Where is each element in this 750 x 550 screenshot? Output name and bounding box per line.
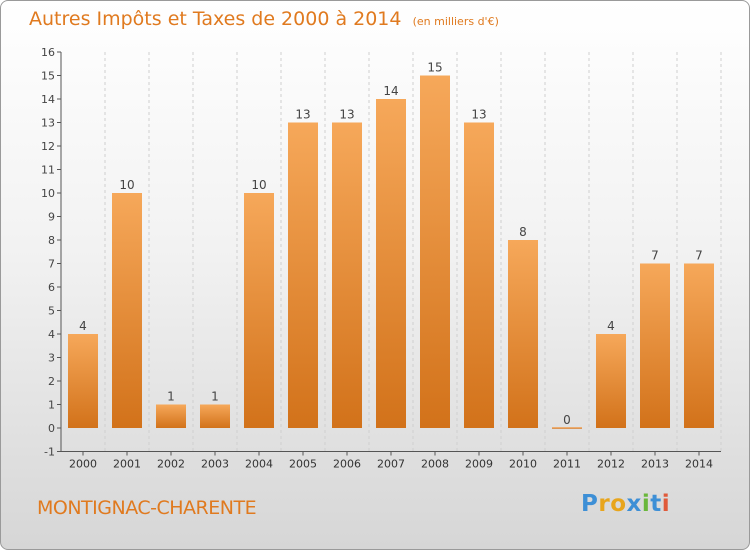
x-tick-label: 2004 <box>245 458 273 471</box>
x-tick-label: 2013 <box>641 458 669 471</box>
x-tick-label: 2011 <box>553 458 581 471</box>
data-label: 4 <box>79 319 87 333</box>
y-tick-label: 16 <box>41 46 55 59</box>
y-tick-label: 10 <box>41 187 55 200</box>
bar <box>332 122 362 428</box>
y-tick-label: 5 <box>48 305 55 318</box>
bar <box>420 75 450 428</box>
x-tick-label: 2000 <box>69 458 97 471</box>
logo-letter: r <box>598 491 611 517</box>
y-tick-label: 3 <box>48 352 55 365</box>
y-tick-label: 12 <box>41 140 55 153</box>
y-tick-label: 15 <box>41 70 55 83</box>
x-tick-label: 2006 <box>333 458 361 471</box>
data-label: 13 <box>471 108 486 122</box>
x-tick-label: 2012 <box>597 458 625 471</box>
data-label: 10 <box>251 178 266 192</box>
bar <box>464 122 494 428</box>
bar <box>200 404 230 428</box>
bar <box>376 99 406 428</box>
logo-letter: x <box>626 491 642 517</box>
data-label: 4 <box>607 319 615 333</box>
data-label: 7 <box>695 249 703 263</box>
bar <box>596 334 626 428</box>
x-tick-label: 2007 <box>377 458 405 471</box>
y-tick-label: 8 <box>48 234 55 247</box>
logo-letter: i <box>661 491 671 517</box>
grid <box>60 52 722 452</box>
data-label: 13 <box>339 108 354 122</box>
data-label: 1 <box>167 390 175 404</box>
town-name: MONTIGNAC-CHARENTE <box>37 497 257 519</box>
bar <box>288 122 318 428</box>
x-tick-label: 2003 <box>201 458 229 471</box>
data-label: 15 <box>427 61 442 75</box>
y-tick-label: 9 <box>48 211 55 224</box>
bars <box>68 75 714 429</box>
y-tick-label: -1 <box>44 446 55 459</box>
x-tick-label: 2009 <box>465 458 493 471</box>
data-label: 13 <box>295 108 310 122</box>
bar <box>508 240 538 428</box>
y-tick-label: 6 <box>48 281 55 294</box>
data-labels: 4 10 1 1 10 13 13 14 15 13 8 0 4 7 7 <box>79 61 703 428</box>
logo-letter: i <box>641 491 651 517</box>
proxiti-logo: Proxiti <box>581 491 670 517</box>
data-label: 0 <box>563 413 571 427</box>
chart-title: Autres Impôts et Taxes de 2000 à 2014 <box>29 8 402 30</box>
bar <box>112 193 142 428</box>
chart-title-row: Autres Impôts et Taxes de 2000 à 2014 (e… <box>29 8 499 30</box>
logo-letter: t <box>650 491 662 517</box>
y-tick-label: 13 <box>41 117 55 130</box>
x-tick-label: 2001 <box>113 458 141 471</box>
data-label: 1 <box>211 390 219 404</box>
logo-letter: P <box>581 491 599 517</box>
y-tick-label: 0 <box>48 422 55 435</box>
logo-letter: o <box>610 491 627 517</box>
y-tick-label: 1 <box>48 399 55 412</box>
y-tick-label: 7 <box>48 258 55 271</box>
bar <box>244 193 274 428</box>
x-tick-label: 2005 <box>289 458 317 471</box>
data-label: 8 <box>519 225 527 239</box>
x-tick-label: 2002 <box>157 458 185 471</box>
data-label: 14 <box>383 84 398 98</box>
x-tick-label: 2010 <box>509 458 537 471</box>
x-tick-label: 2014 <box>685 458 713 471</box>
bar <box>68 334 98 428</box>
data-label: 10 <box>119 178 134 192</box>
y-tick-label: 4 <box>48 328 55 341</box>
bar <box>684 263 714 428</box>
bar <box>552 427 582 429</box>
bar <box>640 263 670 428</box>
y-tick-label: 14 <box>41 93 55 106</box>
y-tick-label: 2 <box>48 375 55 388</box>
chart-unit: (en milliers d'€) <box>412 15 499 28</box>
bar <box>156 404 186 428</box>
x-tick-label: 2008 <box>421 458 449 471</box>
y-tick-label: 11 <box>41 164 55 177</box>
data-label: 7 <box>651 249 659 263</box>
